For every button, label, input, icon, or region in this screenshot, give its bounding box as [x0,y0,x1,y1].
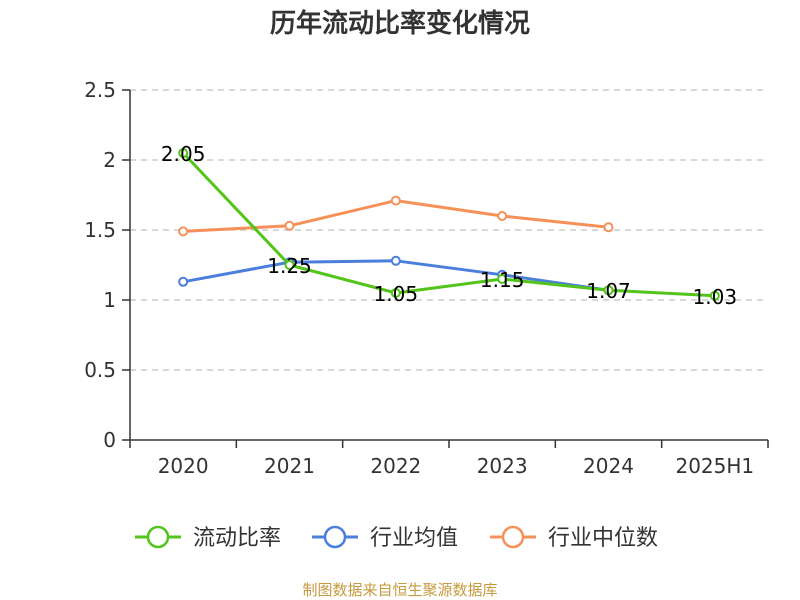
x-tick-label: 2021 [264,454,315,478]
y-tick-label: 1 [103,288,116,312]
data-labels: 2.05 1.25 1.05 1.15 1.07 1.03 [161,142,737,309]
x-tick-label: 2022 [370,454,421,478]
data-point [390,195,401,206]
x-tick-label: 2023 [477,454,528,478]
legend-label: 行业中位数 [548,526,658,551]
y-tick-label: 2 [103,148,116,172]
chart-title: 历年流动比率变化情况 [270,8,530,39]
data-point [497,274,508,284]
data-label: 1.15 [480,268,525,292]
data-point [178,148,189,158]
x-tick-label: 2020 [158,454,209,478]
source-note: 制图数据来自恒生聚源数据库 [302,581,497,599]
data-point [497,211,508,221]
x-tick-label: 2025H1 [675,454,754,478]
data-point [284,260,295,270]
series-line [182,151,715,298]
grid-lines [130,89,768,371]
data-point [603,285,614,296]
legend-marker [146,525,170,549]
data-point [709,290,720,301]
legend-item[interactable]: 行业均值 [312,525,458,551]
series-lines [178,148,720,301]
data-label: 2.05 [161,142,206,166]
legend-label: 流动比率 [193,526,281,551]
y-axis-ticks: 0 0.5 1 1.5 2 2.5 [84,78,116,452]
data-point [284,220,295,231]
legend-item[interactable]: 行业中位数 [490,525,658,551]
y-tick-label: 2.5 [84,78,116,102]
data-label: 1.07 [586,279,631,303]
data-point [178,226,189,237]
y-tick-label: 1.5 [84,218,116,242]
data-point [390,255,401,266]
legend-marker [323,525,347,549]
y-tick-label: 0 [103,428,116,452]
data-label: 1.05 [374,282,419,306]
x-axis-ticks: 2020 2021 2022 2023 2024 2025H1 [158,454,754,478]
data-label: 1.03 [693,285,738,309]
axes [122,89,769,448]
data-point [390,288,401,298]
legend-label: 行业均值 [370,526,458,551]
legend: 流动比率 行业均值 行业中位数 [135,525,658,551]
legend-item[interactable]: 流动比率 [135,525,281,551]
data-label: 1.25 [267,254,312,278]
data-point [178,276,189,287]
y-tick-label: 0.5 [84,358,116,382]
data-point [603,222,614,233]
legend-marker [501,525,525,549]
x-tick-label: 2024 [583,454,634,478]
